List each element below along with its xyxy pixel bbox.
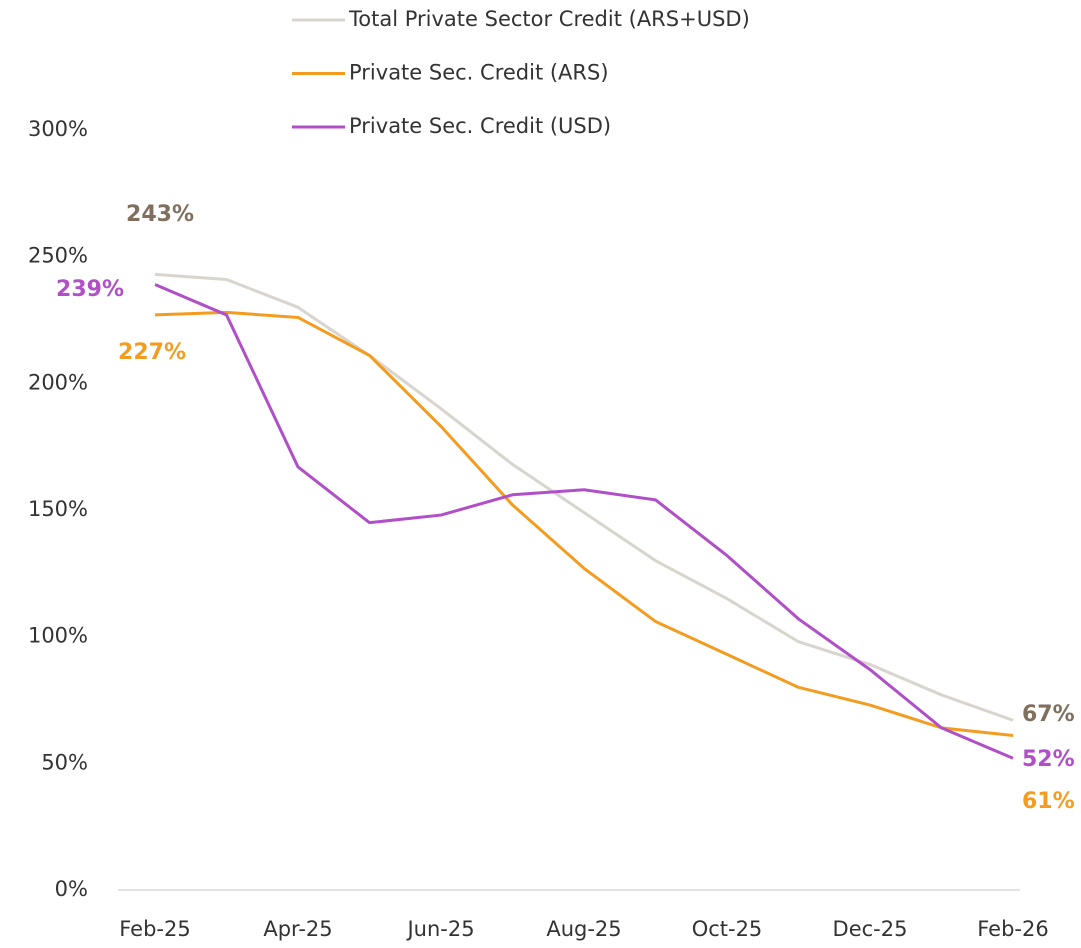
legend-label: Total Private Sector Credit (ARS+USD) (348, 7, 750, 31)
y-tick-label: 100% (28, 624, 88, 648)
data-label: 52% (1022, 747, 1075, 772)
y-tick-label: 300% (28, 117, 88, 141)
x-tick-label: Oct-25 (692, 917, 763, 941)
legend-label: Private Sec. Credit (ARS) (349, 61, 609, 85)
y-tick-label: 50% (41, 750, 88, 774)
legend-label: Private Sec. Credit (USD) (349, 114, 611, 138)
x-tick-label: Apr-25 (263, 917, 332, 941)
x-tick-label: Jun-25 (405, 917, 474, 941)
x-tick-label: Aug-25 (546, 917, 621, 941)
data-label: 243% (126, 202, 194, 227)
y-tick-label: 150% (28, 497, 88, 521)
y-tick-label: 200% (28, 370, 88, 394)
y-tick-label: 250% (28, 244, 88, 268)
x-tick-label: Feb-25 (119, 917, 190, 941)
x-tick-label: Feb-26 (977, 917, 1048, 941)
series-line (154, 310, 1014, 737)
series-line (154, 272, 1014, 722)
data-label: 227% (118, 340, 186, 365)
data-label: 61% (1022, 789, 1075, 814)
series-line (154, 283, 1014, 760)
data-label: 67% (1022, 702, 1075, 727)
data-label: 239% (56, 277, 124, 302)
y-tick-label: 0% (55, 877, 88, 901)
x-tick-label: Dec-25 (833, 917, 908, 941)
